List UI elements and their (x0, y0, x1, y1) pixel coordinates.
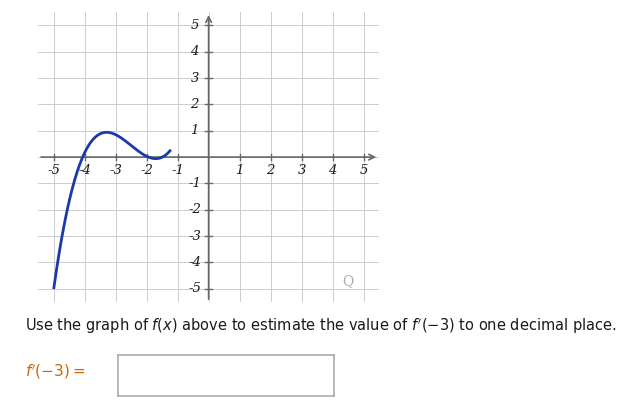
Text: -4: -4 (78, 164, 91, 177)
Text: 4: 4 (328, 164, 337, 177)
Text: 1: 1 (236, 164, 244, 177)
Text: 5: 5 (359, 164, 368, 177)
Text: -4: -4 (189, 256, 201, 269)
Text: 2: 2 (266, 164, 275, 177)
Text: -1: -1 (171, 164, 184, 177)
Text: -5: -5 (47, 164, 60, 177)
Text: 4: 4 (190, 45, 199, 58)
Text: -2: -2 (140, 164, 153, 177)
Text: 2: 2 (190, 98, 199, 111)
Text: Q: Q (343, 274, 354, 288)
Text: Use the graph of $f(x)$ above to estimate the value of $f'(- 3)$ to one decimal : Use the graph of $f(x)$ above to estimat… (25, 316, 617, 336)
Text: 1: 1 (190, 124, 199, 137)
Text: 3: 3 (190, 71, 199, 84)
Text: 5: 5 (190, 19, 199, 32)
Text: -2: -2 (189, 203, 201, 216)
Text: -1: -1 (189, 177, 201, 190)
Text: -3: -3 (189, 230, 201, 243)
Text: -5: -5 (189, 282, 201, 295)
Text: $f'(-3) =$: $f'(-3) =$ (25, 362, 86, 381)
Text: 3: 3 (297, 164, 306, 177)
Text: -3: -3 (109, 164, 122, 177)
